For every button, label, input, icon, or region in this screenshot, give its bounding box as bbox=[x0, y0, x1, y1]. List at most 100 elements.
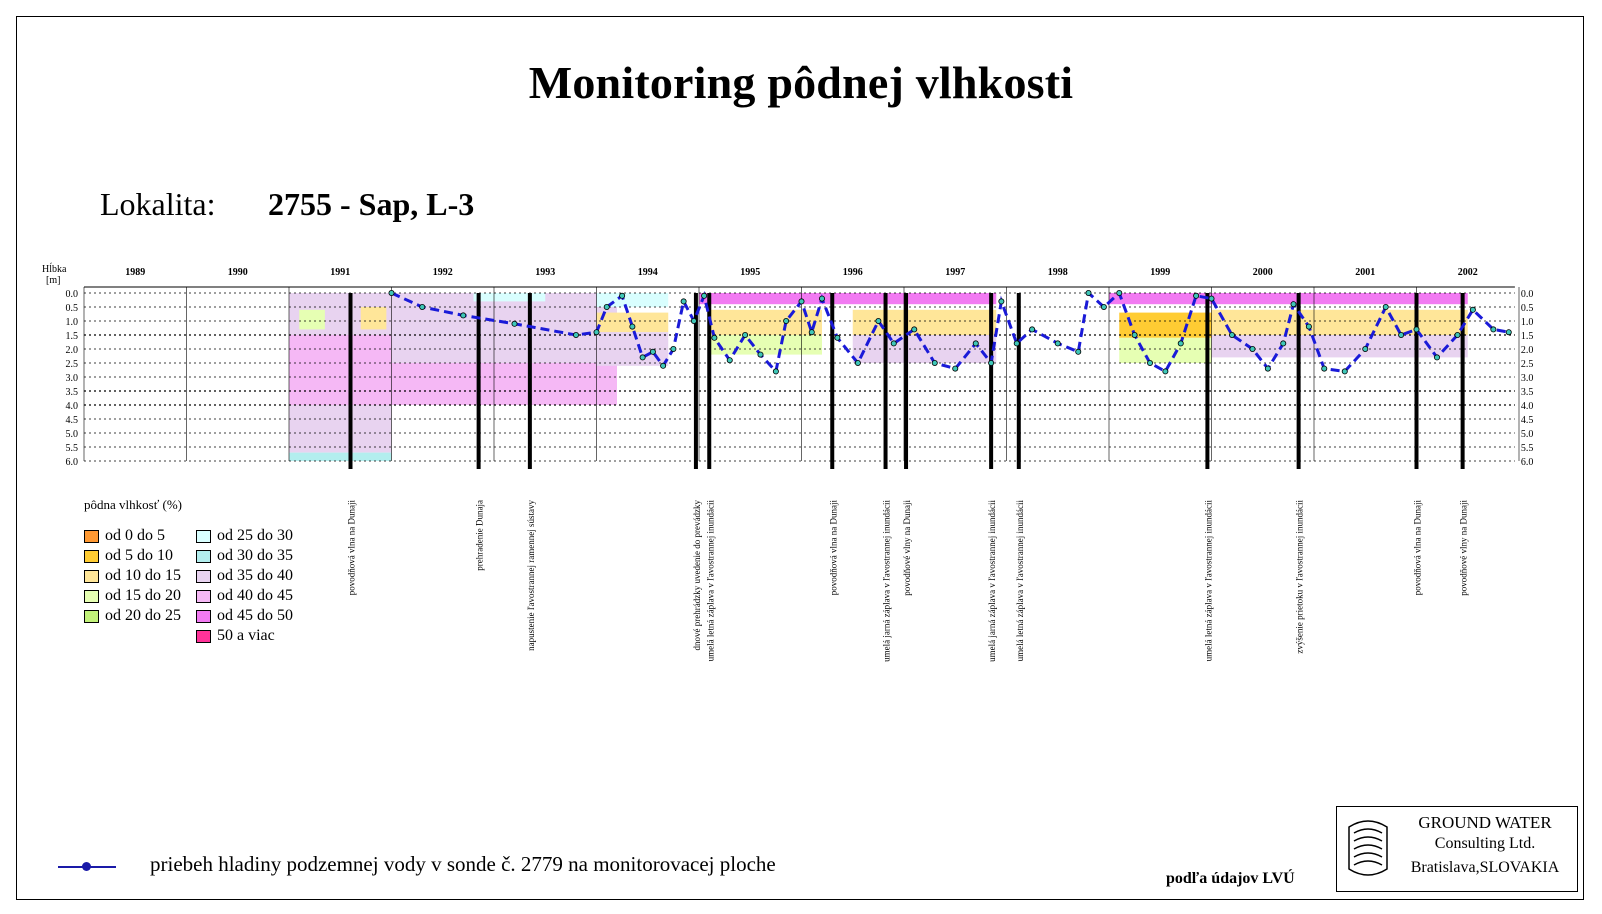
legend-swatch bbox=[196, 609, 211, 623]
groundwater-point bbox=[1085, 289, 1092, 296]
legend-item: od 25 do 30 bbox=[196, 528, 293, 544]
event-label: povodňové vlny na Dunaji bbox=[1459, 500, 1469, 596]
depth-tick-label: 6.0 bbox=[66, 457, 79, 468]
legend-label: od 20 do 25 bbox=[105, 607, 181, 624]
moisture-block bbox=[699, 293, 822, 305]
legend-item: od 20 do 25 bbox=[84, 608, 181, 624]
year-label: 1999 bbox=[1150, 267, 1170, 278]
groundwater-point bbox=[1398, 331, 1405, 338]
year-label: 1991 bbox=[330, 267, 350, 278]
depth-tick-label: 0.0 bbox=[1521, 289, 1534, 300]
moisture-block bbox=[596, 332, 669, 366]
groundwater-point bbox=[890, 340, 897, 347]
legend-item: od 35 do 40 bbox=[196, 568, 293, 584]
legend-label: od 15 do 20 bbox=[105, 587, 181, 604]
depth-tick-label: 2.0 bbox=[66, 345, 79, 356]
y-axis-label: Hĺbka bbox=[42, 262, 67, 275]
moisture-block bbox=[1109, 293, 1212, 305]
moisture-block bbox=[596, 293, 669, 307]
moisture-block bbox=[709, 335, 822, 355]
legend-label: od 30 do 35 bbox=[217, 547, 293, 564]
year-label: 2002 bbox=[1458, 267, 1478, 278]
depth-tick-label: 5.0 bbox=[1521, 429, 1534, 440]
groundwater-point bbox=[1249, 345, 1256, 352]
event-label: povodňové vlny na Dunaji bbox=[902, 500, 912, 596]
legend-item: od 30 do 35 bbox=[196, 548, 293, 564]
groundwater-point bbox=[1029, 326, 1036, 333]
groundwater-point bbox=[1162, 368, 1169, 375]
year-label: 2000 bbox=[1253, 267, 1273, 278]
legend-swatch bbox=[196, 569, 211, 583]
depth-tick-label: 3.0 bbox=[1521, 373, 1534, 384]
groundwater-point bbox=[875, 317, 882, 324]
legend-label: od 45 do 50 bbox=[217, 607, 293, 624]
depth-tick-label: 2.0 bbox=[1521, 345, 1534, 356]
groundwater-point bbox=[1505, 329, 1512, 336]
legend-label: od 35 do 40 bbox=[217, 567, 293, 584]
groundwater-point bbox=[593, 329, 600, 336]
groundwater-point bbox=[1454, 331, 1461, 338]
moisture-block bbox=[1211, 293, 1468, 305]
depth-tick-label: 1.5 bbox=[66, 331, 79, 342]
year-label: 1992 bbox=[433, 267, 453, 278]
event-label: umelá letná záplava v ľavostrannej inund… bbox=[1015, 500, 1025, 662]
data-source: podľa údajov LVÚ bbox=[1166, 870, 1295, 887]
groundwater-point bbox=[1193, 292, 1200, 299]
depth-tick-label: 2.5 bbox=[66, 359, 79, 370]
groundwater-point bbox=[726, 357, 733, 364]
depth-tick-label: 0.0 bbox=[66, 289, 79, 300]
legend-item: 50 a viac bbox=[196, 628, 275, 644]
legend-title: pôdna vlhkosť (%) bbox=[84, 497, 182, 512]
groundwater-point bbox=[1147, 359, 1154, 366]
moisture-blocks bbox=[289, 293, 1468, 461]
locality-label: Lokalita: bbox=[100, 186, 216, 222]
groundwater-legend-marker bbox=[82, 862, 91, 871]
event-label: prehradenie Dunaja bbox=[475, 500, 485, 571]
groundwater-point bbox=[952, 365, 959, 372]
event-label: dnové prehrádzky uvedenie do prevádzky bbox=[692, 500, 702, 651]
legend-item: od 15 do 20 bbox=[84, 588, 181, 604]
logo-line-3: Bratislava,SLOVAKIA bbox=[1410, 859, 1560, 876]
moisture-block bbox=[1211, 335, 1468, 358]
legend-swatch bbox=[84, 529, 99, 543]
legend-swatch bbox=[196, 629, 211, 643]
legend-label: od 40 do 45 bbox=[217, 587, 293, 604]
legend-swatch bbox=[84, 589, 99, 603]
depth-tick-label: 4.0 bbox=[66, 401, 79, 412]
company-logo: GROUND WATER Consulting Ltd. Bratislava,… bbox=[1336, 806, 1578, 892]
event-label: povodňová vlna na Dunaji bbox=[1413, 500, 1423, 596]
event-label: umelá letná záplava v ľavostrannej inund… bbox=[705, 500, 715, 662]
event-label: zvýšenie prietoku v ľavostrannej inundác… bbox=[1295, 500, 1305, 654]
groundwater-point bbox=[1229, 331, 1236, 338]
year-labels: 1989 1990 1991 1992 1993 1994 1995 1996 1997 1998… bbox=[125, 267, 1478, 278]
groundwater-point bbox=[649, 348, 656, 355]
depth-tick-label: 1.5 bbox=[1521, 331, 1534, 342]
legend-item: od 5 do 10 bbox=[84, 548, 173, 564]
groundwater-point bbox=[1362, 345, 1369, 352]
legend-swatch bbox=[196, 549, 211, 563]
groundwater-point bbox=[619, 292, 626, 299]
depth-tick-label: 6.0 bbox=[1521, 457, 1534, 468]
groundwater-point bbox=[1490, 326, 1497, 333]
depth-tick-label: 3.5 bbox=[66, 387, 79, 398]
groundwater-point bbox=[1013, 340, 1020, 347]
year-label: 1995 bbox=[740, 267, 760, 278]
moisture-block bbox=[473, 293, 546, 302]
logo-line-1: GROUND WATER bbox=[1418, 813, 1552, 832]
depth-tick-label: 3.5 bbox=[1521, 387, 1534, 398]
depth-tick-label: 5.0 bbox=[66, 429, 79, 440]
depth-tick-label: 1.0 bbox=[1521, 317, 1534, 328]
moisture-block bbox=[360, 307, 387, 330]
groundwater-point bbox=[690, 317, 697, 324]
legend-label: od 25 do 30 bbox=[217, 527, 293, 544]
groundwater-point bbox=[972, 340, 979, 347]
groundwater-point bbox=[1469, 306, 1476, 313]
legend-label: 50 a viac bbox=[217, 627, 275, 644]
groundwater-point bbox=[1131, 331, 1138, 338]
groundwater-point bbox=[757, 351, 764, 358]
groundwater-logo-icon bbox=[1348, 820, 1388, 876]
groundwater-point bbox=[1116, 289, 1123, 296]
event-lines: povodňová vlna na Dunaji prehradenie Duna… bbox=[347, 293, 1469, 662]
depth-tick-label: 1.0 bbox=[66, 317, 79, 328]
